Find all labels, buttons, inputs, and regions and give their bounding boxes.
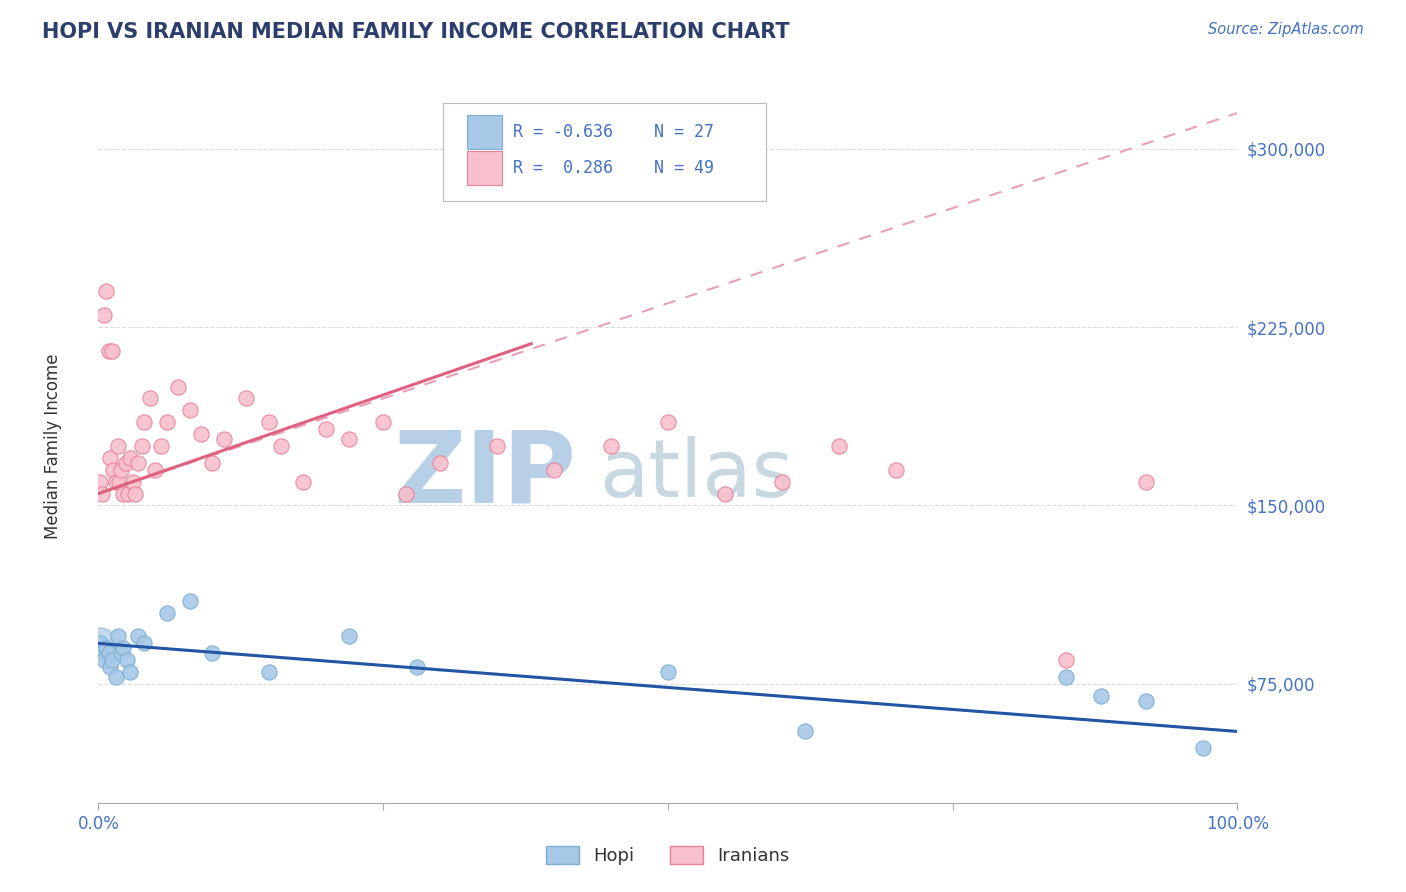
Point (714, 486, 737, 500)
Point (107, 629, 129, 643)
Point (884, 463, 907, 477)
Point (115, 653, 138, 667)
Point (543, 463, 565, 477)
Point (201, 456, 224, 470)
Point (98, 660, 121, 674)
Point (90, 646, 112, 660)
Point (89, 636, 111, 650)
Point (145, 463, 167, 477)
Text: N = 27: N = 27 (654, 123, 714, 141)
Point (657, 415, 679, 429)
Text: Median Family Income: Median Family Income (44, 353, 62, 539)
Point (337, 629, 360, 643)
Point (89, 475, 111, 489)
Point (406, 660, 429, 674)
Point (1192, 741, 1215, 756)
Point (89, 636, 111, 650)
Point (793, 724, 815, 739)
Point (1054, 653, 1078, 667)
Point (828, 439, 851, 453)
Point (131, 439, 153, 453)
Point (93, 653, 115, 667)
Point (156, 415, 179, 429)
Point (114, 456, 136, 470)
Point (121, 475, 143, 489)
Point (93, 308, 115, 322)
Legend: Hopi, Iranians: Hopi, Iranians (538, 838, 797, 872)
Point (259, 665, 281, 679)
Point (201, 646, 224, 660)
Point (150, 439, 173, 453)
Point (235, 392, 257, 406)
Point (156, 606, 179, 620)
Point (259, 415, 281, 429)
Point (97, 646, 120, 660)
Point (179, 403, 201, 417)
Text: R =  0.286: R = 0.286 (513, 159, 613, 177)
Point (110, 646, 132, 660)
Point (96, 641, 118, 656)
Point (395, 486, 418, 500)
Point (770, 475, 793, 489)
Point (270, 439, 292, 453)
Point (1135, 475, 1157, 489)
Text: atlas: atlas (599, 435, 794, 514)
Point (101, 343, 124, 358)
Text: HOPI VS IRANIAN MEDIAN FAMILY INCOME CORRELATION CHART: HOPI VS IRANIAN MEDIAN FAMILY INCOME COR… (42, 22, 790, 42)
Point (1054, 670, 1078, 684)
Point (1135, 693, 1157, 707)
Point (179, 593, 201, 607)
Point (97, 343, 120, 358)
Point (138, 392, 160, 406)
Point (190, 427, 212, 442)
Point (292, 475, 315, 489)
Point (107, 439, 129, 453)
Point (127, 629, 149, 643)
Point (104, 670, 127, 684)
Point (101, 653, 124, 667)
Point (315, 422, 337, 436)
Point (112, 641, 135, 656)
Point (132, 415, 155, 429)
Point (96, 285, 118, 299)
Point (429, 456, 451, 470)
Point (112, 486, 135, 500)
Point (212, 432, 235, 446)
Text: Source: ZipAtlas.com: Source: ZipAtlas.com (1208, 22, 1364, 37)
Point (337, 432, 360, 446)
Point (120, 450, 142, 465)
Point (103, 463, 125, 477)
Point (486, 439, 509, 453)
Point (108, 475, 131, 489)
Point (132, 636, 155, 650)
Point (124, 486, 146, 500)
Point (120, 665, 142, 679)
Text: N = 49: N = 49 (654, 159, 714, 177)
Text: ZIP: ZIP (394, 426, 576, 523)
Point (600, 439, 623, 453)
Point (657, 665, 679, 679)
Point (371, 415, 394, 429)
Point (167, 379, 190, 393)
Point (110, 463, 132, 477)
Point (127, 456, 149, 470)
Point (90, 486, 112, 500)
Point (104, 475, 127, 489)
Point (117, 486, 139, 500)
Point (98, 450, 121, 465)
Text: R = -0.636: R = -0.636 (513, 123, 613, 141)
Point (1090, 689, 1112, 703)
